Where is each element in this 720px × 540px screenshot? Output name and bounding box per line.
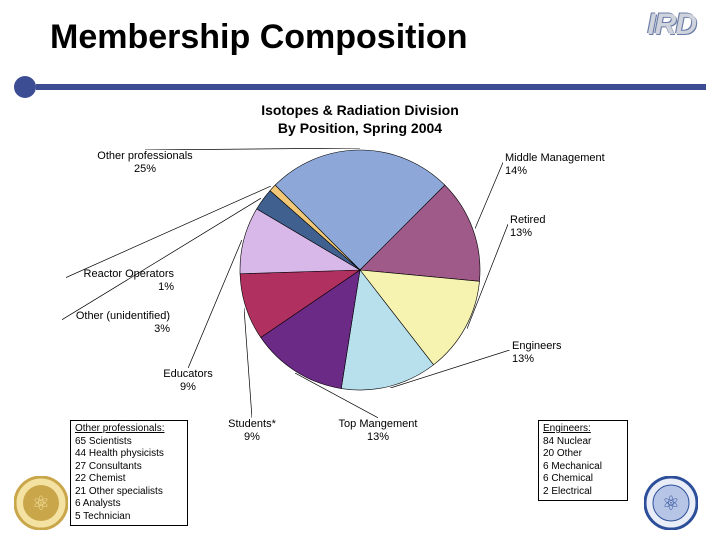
slice-label-text: Other professionals bbox=[97, 150, 192, 162]
slice-label-text: Students* bbox=[228, 418, 276, 430]
box-item: 84 Nuclear bbox=[543, 436, 623, 449]
box-item: 27 Consultants bbox=[75, 461, 183, 474]
slice-label-percent: 14% bbox=[505, 165, 605, 178]
blue-seal-icon: ⚛ bbox=[644, 476, 698, 530]
chart-title-line1: Isotopes & Radiation Division bbox=[261, 102, 459, 118]
chart-title: Isotopes & Radiation Division By Positio… bbox=[0, 102, 720, 137]
box-header: Engineers: bbox=[543, 423, 623, 436]
box-item: 20 Other bbox=[543, 448, 623, 461]
box-item: 65 Scientists bbox=[75, 436, 183, 449]
chart-area: Other professionals25%Middle Management1… bbox=[0, 140, 720, 440]
leader-line bbox=[244, 308, 252, 418]
slice-label: Other professionals25% bbox=[97, 150, 192, 176]
svg-text:⚛: ⚛ bbox=[662, 493, 680, 515]
box-item: 6 Chemical bbox=[543, 473, 623, 486]
slice-label-percent: 9% bbox=[228, 431, 276, 444]
slice-label-percent: 25% bbox=[97, 163, 192, 176]
slice-label: Educators9% bbox=[163, 368, 213, 394]
slice-label-percent: 9% bbox=[163, 381, 213, 394]
chart-title-line2: By Position, Spring 2004 bbox=[278, 120, 442, 136]
leader-line bbox=[467, 224, 508, 329]
slice-label-text: Top Mangement bbox=[339, 418, 418, 430]
box-item: 6 Mechanical bbox=[543, 461, 623, 474]
leader-line bbox=[390, 350, 510, 388]
slice-label: Students*9% bbox=[228, 418, 276, 444]
rule-bullet-icon bbox=[14, 76, 36, 98]
box-header: Other professionals: bbox=[75, 423, 183, 436]
svg-text:⚛: ⚛ bbox=[32, 493, 50, 515]
slice-label-text: Middle Management bbox=[505, 152, 605, 164]
ird-watermark: IRD bbox=[647, 8, 696, 42]
box-item: 5 Technician bbox=[75, 511, 183, 524]
box-item: 6 Analysts bbox=[75, 498, 183, 511]
leader-line bbox=[475, 162, 503, 229]
engineers-box: Engineers:84 Nuclear20 Other6 Mechanical… bbox=[538, 420, 628, 501]
box-item: 21 Other specialists bbox=[75, 486, 183, 499]
gold-seal-icon: ⚛ bbox=[14, 476, 68, 530]
page-title: Membership Composition bbox=[50, 18, 467, 57]
box-item: 2 Electrical bbox=[543, 486, 623, 499]
slice-label-percent: 13% bbox=[512, 353, 562, 366]
slice-label-percent: 3% bbox=[60, 323, 170, 336]
slice-label-text: Educators bbox=[163, 368, 213, 380]
slice-label-percent: 13% bbox=[339, 431, 418, 444]
box-item: 22 Chemist bbox=[75, 473, 183, 486]
leader-line bbox=[66, 186, 271, 278]
slice-label: Middle Management14% bbox=[505, 152, 605, 178]
slice-label: Retired13% bbox=[510, 214, 545, 240]
slice-label: Engineers13% bbox=[512, 340, 562, 366]
leader-line bbox=[295, 373, 378, 418]
other-professionals-box: Other professionals:65 Scientists44 Heal… bbox=[70, 420, 188, 526]
title-rule bbox=[14, 78, 706, 96]
slice-label-percent: 13% bbox=[510, 227, 545, 240]
slice-label-text: Engineers bbox=[512, 340, 562, 352]
slice-label-text: Retired bbox=[510, 214, 545, 226]
rule-line bbox=[36, 84, 706, 90]
leader-line bbox=[145, 148, 360, 150]
slice-label-percent: 1% bbox=[64, 281, 174, 294]
slice-label: Top Mangement13% bbox=[339, 418, 418, 444]
box-item: 44 Health physicists bbox=[75, 448, 183, 461]
